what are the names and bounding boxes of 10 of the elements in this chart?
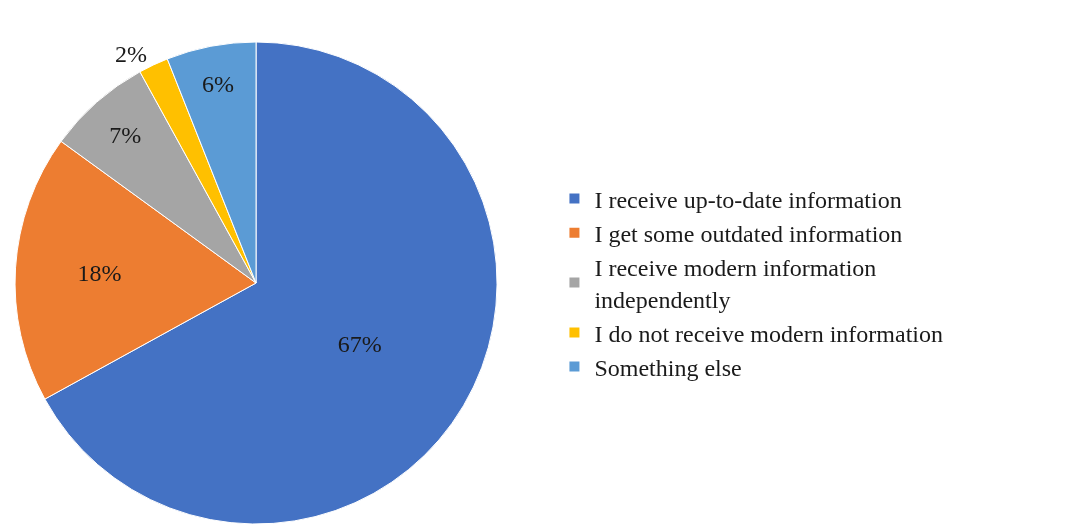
legend-label: Something else: [594, 354, 742, 381]
legend-label: I receive modern information independently: [594, 255, 877, 313]
legend-label: I receive up-to-date information: [594, 186, 902, 213]
legend-label: I get some outdated information: [594, 221, 903, 248]
data-label: 7%: [109, 121, 142, 148]
data-label: 67%: [337, 331, 382, 358]
data-label: 18%: [77, 260, 122, 287]
data-label: 2%: [114, 41, 147, 68]
legend-label: I do not receive modern information: [594, 320, 943, 347]
data-label: 6%: [202, 70, 235, 97]
